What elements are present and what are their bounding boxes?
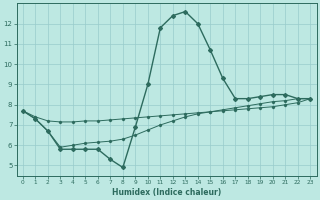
- X-axis label: Humidex (Indice chaleur): Humidex (Indice chaleur): [112, 188, 221, 197]
